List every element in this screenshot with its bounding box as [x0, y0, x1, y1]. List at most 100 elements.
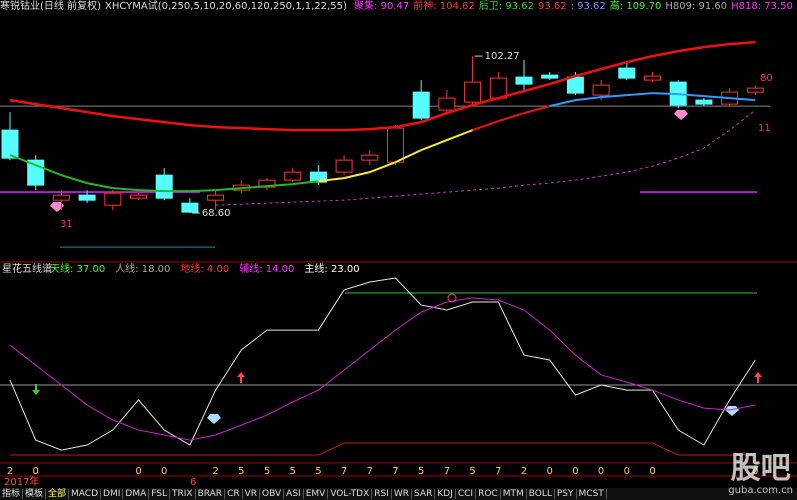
legend-item: 天线: 37.00 — [50, 262, 105, 275]
ma-line — [652, 92, 679, 96]
candle-body — [361, 154, 379, 161]
tab[interactable]: 模板 — [23, 489, 47, 499]
ma-line — [241, 185, 268, 190]
arrow-icon — [32, 384, 40, 395]
ma-line — [626, 92, 653, 97]
signal-value: 0 — [547, 466, 553, 477]
tab[interactable]: 全部 — [46, 489, 70, 499]
ma-line — [395, 149, 422, 164]
indicator-line — [9, 297, 756, 441]
side-label: 31 — [60, 219, 73, 230]
diamond-icon — [207, 414, 221, 424]
signal-value: 5 — [290, 466, 296, 477]
ma-line — [549, 99, 576, 108]
tab[interactable]: ROC — [476, 489, 501, 499]
ma-line — [9, 154, 37, 167]
tab[interactable]: MTM — [500, 489, 527, 499]
signal-value: 0 — [135, 466, 141, 477]
signal-value: 0 — [33, 466, 39, 477]
signal-value: 5 — [264, 466, 270, 477]
tab[interactable]: MCST — [576, 489, 607, 499]
watermark-logo: 股吧 — [730, 451, 791, 486]
candle-body — [1, 129, 19, 159]
tab[interactable]: MACD — [69, 489, 102, 499]
signal-value: 0 — [598, 466, 604, 477]
ma-line — [729, 97, 756, 102]
candle-body — [592, 84, 610, 96]
ma-line — [472, 120, 499, 132]
ma-line — [446, 129, 473, 142]
ma-line — [369, 161, 396, 174]
tab[interactable]: WR — [391, 489, 413, 499]
tab[interactable]: ASI — [284, 489, 304, 499]
ma-line — [575, 96, 602, 102]
tab[interactable]: OBV — [260, 489, 285, 499]
ma-line — [523, 105, 550, 115]
signal-value: 2 — [521, 466, 527, 477]
header-item: 93.62 — [537, 1, 567, 12]
side-label: 11 — [758, 123, 771, 134]
signal-value: 5 — [315, 466, 321, 477]
signal-value: 0 — [649, 466, 655, 477]
signal-value: 7 — [495, 466, 501, 477]
legend-item: 主线: 23.00 — [304, 262, 359, 275]
signal-value: 0 — [624, 466, 630, 477]
month-label: 6 — [190, 477, 196, 488]
tab[interactable]: CR — [225, 489, 243, 499]
ma-line — [189, 189, 216, 193]
tab[interactable]: DMA — [123, 489, 150, 499]
tab[interactable]: BOLL — [526, 489, 555, 499]
tab[interactable]: DMI — [101, 489, 124, 499]
diamond-icon — [50, 202, 64, 212]
candle-body — [309, 171, 327, 183]
candle-body — [52, 194, 70, 201]
candle-body — [412, 91, 430, 119]
candle-body — [78, 194, 96, 201]
signal-value: 7 — [392, 466, 398, 477]
tab[interactable]: CCI — [455, 489, 477, 499]
candle-body — [515, 76, 533, 85]
header-item: H809: 91.60 — [665, 1, 728, 12]
ma-line — [678, 93, 704, 98]
legend-item: 人线: 18.00 — [115, 262, 170, 275]
ma-line — [138, 189, 165, 193]
side-label: 80 — [760, 73, 773, 84]
tab[interactable]: BRAR — [195, 489, 226, 499]
candle-body — [695, 99, 713, 105]
candle-body — [541, 74, 559, 79]
tab[interactable]: SAR — [412, 489, 436, 499]
tab[interactable]: PSY — [554, 489, 577, 499]
tab[interactable]: EMV — [303, 489, 329, 499]
header-item: 前神: 104.62 — [413, 1, 475, 12]
ma-line — [86, 182, 113, 190]
diamond-icon — [674, 110, 688, 120]
min-label: 68.60 — [202, 208, 231, 219]
watermark: 股吧 guba.com.cn — [728, 451, 793, 497]
tab[interactable]: VR — [242, 489, 261, 499]
signal-value: 2 — [7, 466, 13, 477]
tab[interactable]: RSI — [372, 489, 392, 499]
signal-value: 7 — [367, 466, 373, 477]
signal-value: 5 — [418, 466, 424, 477]
diamond-icon — [725, 406, 739, 416]
ma-line — [9, 40, 756, 132]
ma-line — [343, 171, 371, 180]
tab[interactable]: KDJ — [435, 489, 456, 499]
tab[interactable]: FSL — [149, 489, 170, 499]
candle-body — [335, 159, 353, 173]
tab-bar: 指标 模板 全部 MACD DMI DMA FSL TRIX BRAR CR VR OBV ASI EMV… — [0, 488, 797, 500]
signal-value: 5 — [469, 466, 475, 477]
candle-body — [284, 171, 302, 181]
ma-line — [266, 183, 293, 188]
tab[interactable]: VOL-TDX — [328, 489, 373, 499]
header-item: H818: 73.50 — [731, 1, 793, 12]
header-item: 聚集: 90.47 — [354, 1, 410, 12]
signal-value: 0 — [161, 466, 167, 477]
tab[interactable]: TRIX — [170, 489, 196, 499]
signal-value: 7 — [341, 466, 347, 477]
tab[interactable]: 指标 — [0, 489, 24, 499]
ma-line — [318, 177, 345, 183]
header-item: 高: 109.70 — [609, 1, 662, 12]
ma-line — [215, 187, 242, 192]
header-item: 后卫: 93.62 — [478, 1, 534, 12]
